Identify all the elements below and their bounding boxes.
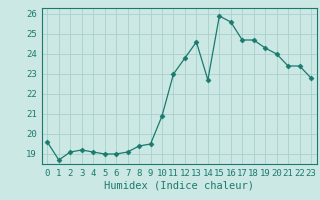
X-axis label: Humidex (Indice chaleur): Humidex (Indice chaleur) [104,181,254,191]
